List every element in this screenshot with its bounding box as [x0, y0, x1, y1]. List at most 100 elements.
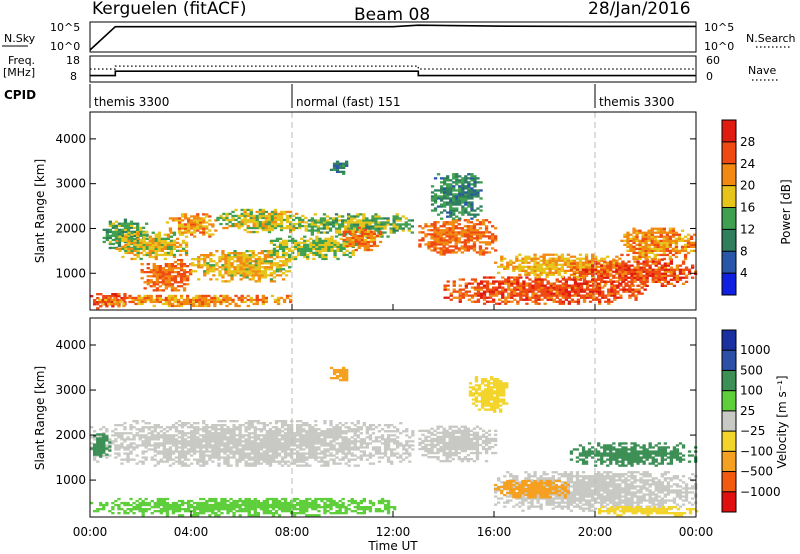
- heat-cell: [220, 448, 224, 451]
- heat-cell: [280, 438, 285, 441]
- heat-cell: [333, 255, 337, 259]
- heat-cell: [392, 229, 396, 232]
- heat-cell: [256, 438, 260, 441]
- heat-cell: [303, 247, 307, 250]
- heat-cell: [249, 212, 253, 216]
- heat-cell: [307, 225, 311, 228]
- heat-cell: [320, 450, 324, 453]
- heat-cell: [102, 454, 106, 457]
- heat-cell: [259, 452, 263, 455]
- heat-cell: [177, 452, 182, 455]
- heat-cell: [603, 276, 607, 279]
- heat-cell: [139, 247, 143, 250]
- heat-cell: [558, 302, 562, 305]
- heat-cell: [279, 214, 284, 218]
- heat-cell: [273, 222, 278, 226]
- heat-cell: [311, 446, 315, 449]
- heat-cell: [313, 219, 317, 222]
- heat-cell: [534, 302, 538, 305]
- heat-cell: [654, 270, 658, 273]
- heat-cell: [665, 241, 669, 244]
- heat-cell: [449, 193, 453, 196]
- heat-cell: [223, 436, 227, 439]
- heat-cell: [500, 255, 504, 258]
- heat-cell: [141, 452, 145, 455]
- heat-cell: [566, 265, 570, 268]
- heat-cell: [478, 231, 483, 234]
- heat-cell: [312, 257, 316, 261]
- heat-cell: [439, 241, 443, 244]
- heat-cell: [146, 283, 150, 286]
- heat-cell: [542, 255, 546, 258]
- heat-cell: [236, 268, 240, 271]
- heat-cell: [501, 292, 505, 295]
- heat-cell: [187, 229, 191, 232]
- heat-cell: [329, 168, 334, 171]
- colorbar-segment: [722, 185, 736, 208]
- heat-cell: [610, 282, 614, 285]
- heat-cell: [440, 205, 444, 208]
- heat-cell: [190, 444, 194, 447]
- heat-cell: [254, 270, 258, 273]
- heat-cell: [249, 220, 253, 224]
- heat-cell: [163, 243, 167, 246]
- heat-cell: [492, 300, 496, 303]
- heat-cell: [569, 265, 574, 268]
- heat-cell: [220, 436, 224, 439]
- heat-cell: [555, 280, 559, 283]
- heat-cell: [126, 432, 130, 435]
- heat-cell: [196, 458, 200, 461]
- heat-cell: [609, 278, 613, 281]
- heat-cell: [272, 272, 277, 275]
- heat-cell: [570, 300, 575, 303]
- heat-cell: [257, 252, 261, 255]
- heat-cell: [265, 450, 269, 453]
- heat-cell: [442, 251, 446, 254]
- heat-cell: [645, 276, 649, 279]
- heat-cell: [549, 290, 553, 293]
- heat-cell: [255, 214, 259, 218]
- heat-cell: [334, 217, 339, 220]
- heat-cell: [183, 229, 188, 232]
- heat-cell: [324, 243, 328, 246]
- heat-cell: [519, 292, 523, 295]
- heat-cell: [356, 219, 360, 222]
- heat-cell: [243, 296, 247, 300]
- heat-cell: [147, 432, 151, 435]
- power-colorbar-label: Power [dB]: [779, 179, 793, 244]
- heat-cell: [445, 241, 449, 244]
- heat-cell: [177, 446, 182, 449]
- heat-cell: [628, 288, 632, 291]
- heat-cell: [194, 264, 198, 267]
- heat-cell: [111, 293, 115, 296]
- heat-cell: [168, 217, 173, 220]
- heat-cell: [588, 288, 593, 291]
- heat-cell: [348, 242, 352, 246]
- heat-cell: [170, 289, 175, 292]
- heat-cell: [115, 241, 119, 244]
- heat-cell: [363, 240, 367, 244]
- heat-cell: [627, 270, 631, 273]
- heat-cell: [314, 432, 318, 435]
- heat-cell: [650, 257, 654, 261]
- heat-cell: [348, 251, 352, 255]
- heat-cell: [585, 296, 590, 299]
- heat-cell: [436, 195, 441, 198]
- heat-cell: [533, 255, 537, 258]
- heat-cell: [172, 245, 177, 248]
- heat-cell: [552, 288, 556, 291]
- heat-cell: [284, 247, 289, 250]
- heat-cell: [675, 264, 680, 267]
- heat-cell: [628, 296, 632, 299]
- heat-cell: [368, 229, 372, 232]
- heat-cell: [165, 434, 170, 437]
- heat-cell: [321, 239, 325, 242]
- heat-cell: [149, 279, 153, 282]
- heat-cell: [134, 298, 138, 302]
- heat-cell: [524, 261, 528, 264]
- heat-cell: [427, 243, 431, 246]
- heat-cell: [498, 298, 502, 301]
- heat-cell: [226, 460, 230, 463]
- heat-cell: [591, 268, 595, 271]
- heat-cell: [266, 266, 271, 269]
